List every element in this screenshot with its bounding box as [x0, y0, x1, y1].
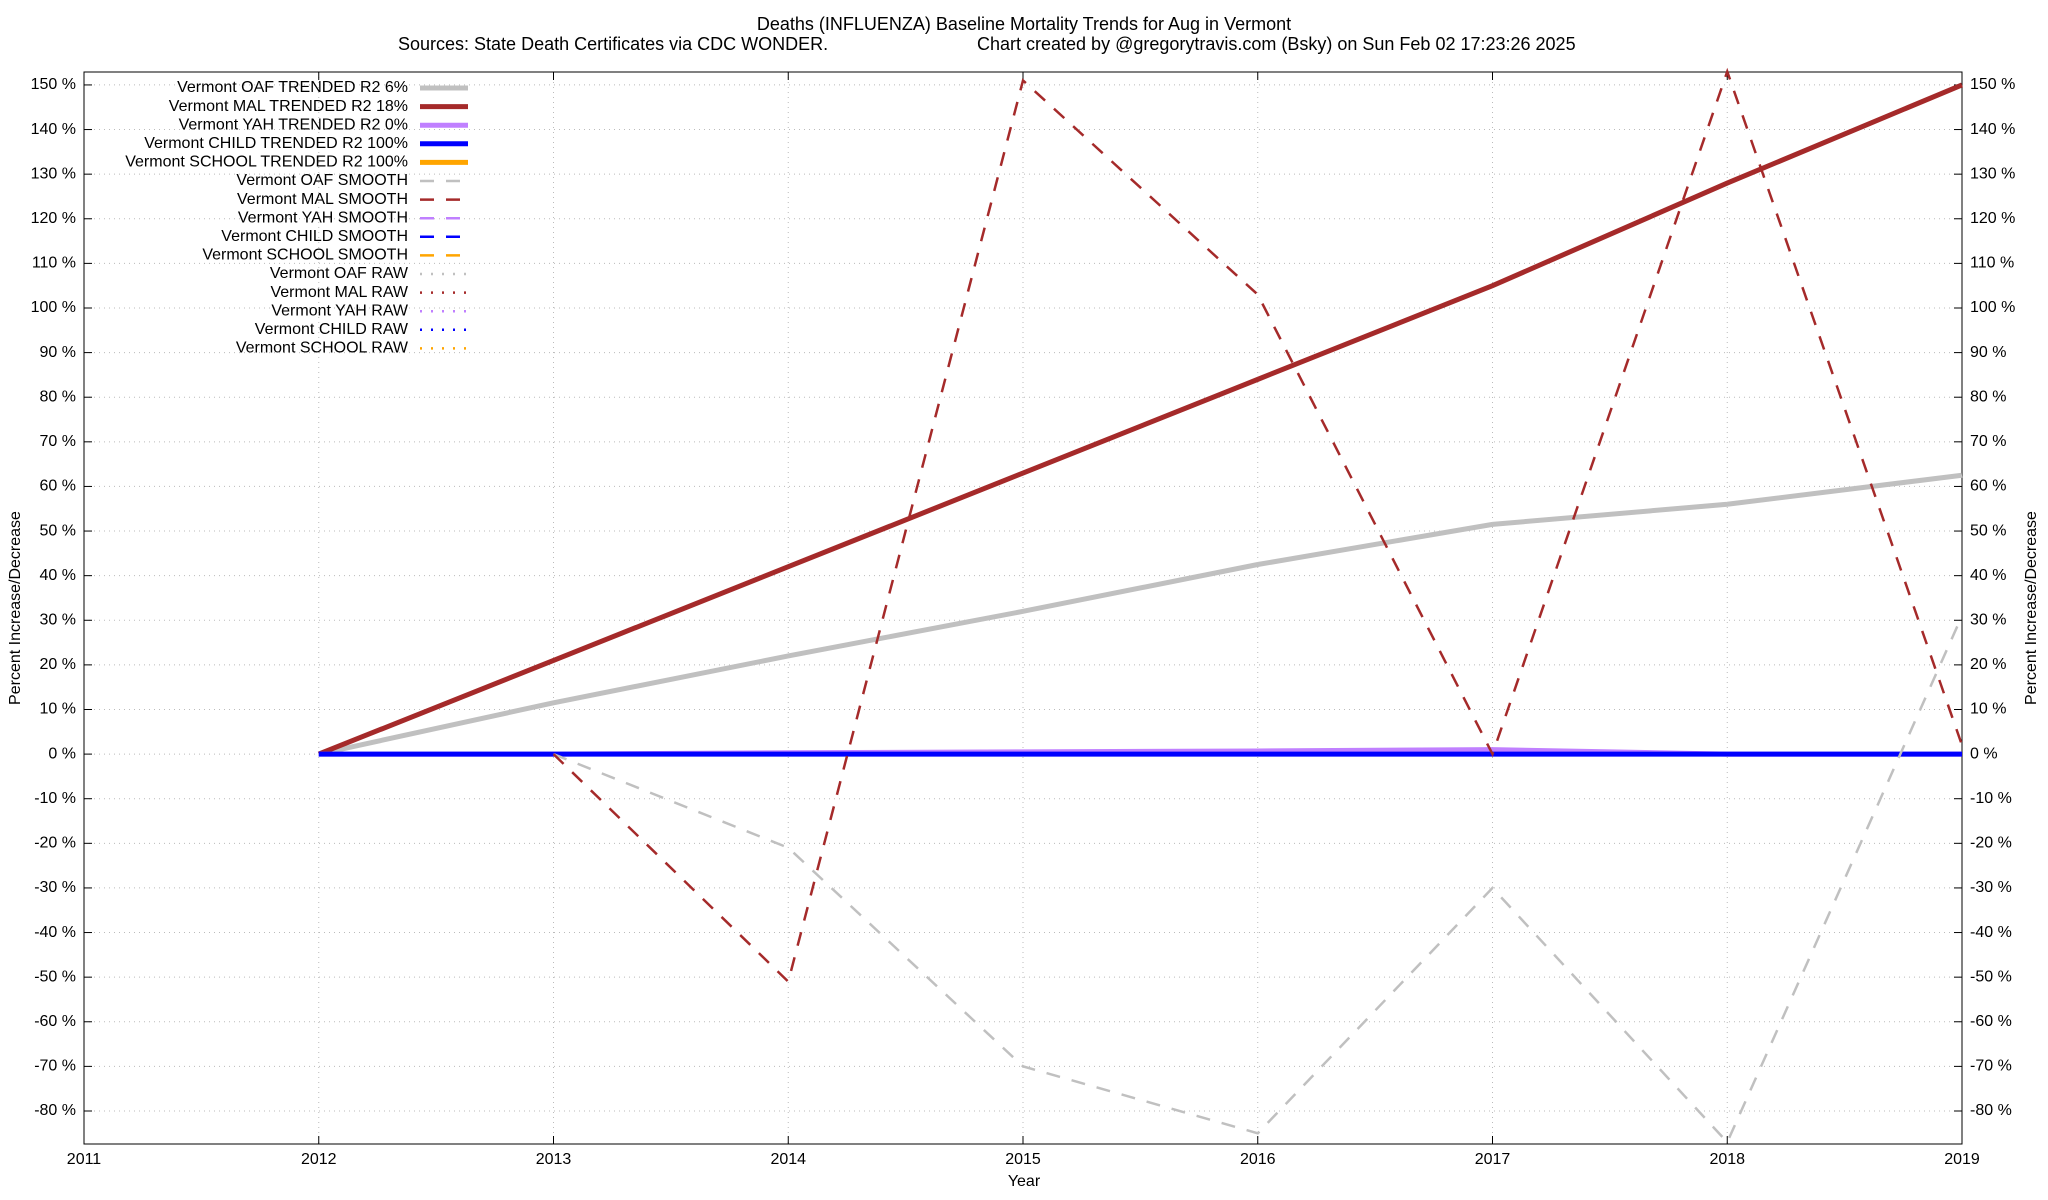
x-tick-label: 2017 — [1475, 1151, 1511, 1168]
y2-tick-label: 50 % — [1970, 522, 2006, 539]
series-line — [318, 472, 1963, 757]
y2-tick-label: -50 % — [1970, 968, 2012, 985]
y2-tick-label: 140 % — [1970, 121, 2015, 138]
legend-label: Vermont CHILD SMOOTH — [221, 228, 408, 245]
x-axis-label: Year — [1008, 1173, 1041, 1190]
y2-tick-label: -60 % — [1970, 1013, 2012, 1030]
y2-tick-label: 100 % — [1970, 299, 2015, 316]
x-tick-label: 2019 — [1944, 1151, 1980, 1168]
y-tick-label: -20 % — [34, 835, 76, 852]
plot-frame — [83, 71, 1963, 1145]
y2-tick-label: -10 % — [1970, 790, 2012, 807]
legend-label: Vermont OAF TRENDED R2 6% — [177, 79, 408, 96]
y-tick-label: -60 % — [34, 1013, 76, 1030]
legend-label: Vermont MAL SMOOTH — [237, 191, 408, 208]
y2-tick-label: -30 % — [1970, 879, 2012, 896]
y2-tick-label: 60 % — [1970, 478, 2006, 495]
y2-tick-label: 90 % — [1970, 344, 2006, 361]
y-tick-label: -50 % — [34, 968, 76, 985]
y2-tick-label: 30 % — [1970, 611, 2006, 628]
y2-tick-label: 130 % — [1970, 165, 2015, 182]
legend-label: Vermont SCHOOL SMOOTH — [202, 247, 408, 264]
y2-tick-label: -80 % — [1970, 1102, 2012, 1119]
y-tick-label: 40 % — [40, 567, 76, 584]
y-tick-label: 70 % — [40, 433, 76, 450]
y2-tick-label: 10 % — [1970, 701, 2006, 718]
y-tick-label: 0 % — [48, 745, 76, 762]
y2-tick-label: 70 % — [1970, 433, 2006, 450]
y-tick-label: 120 % — [31, 210, 76, 227]
x-tick-label: 2011 — [67, 1151, 102, 1168]
legend-label: Vermont SCHOOL TRENDED R2 100% — [125, 154, 408, 171]
y-tick-label: 80 % — [40, 388, 76, 405]
legend-label: Vermont SCHOOL RAW — [236, 340, 409, 357]
chart-subtitle: Sources: State Death Certificates via CD… — [398, 34, 828, 54]
y-tick-label: 140 % — [31, 121, 76, 138]
x-tick-label: 2012 — [301, 1151, 337, 1168]
legend-label: Vermont YAH SMOOTH — [238, 209, 408, 226]
y2-tick-label: 80 % — [1970, 388, 2006, 405]
y2-tick-label: -40 % — [1970, 924, 2012, 941]
legend-label: Vermont OAF SMOOTH — [236, 172, 408, 189]
legend-label: Vermont MAL RAW — [270, 284, 408, 301]
x-tick-label: 2015 — [1005, 1151, 1041, 1168]
y-tick-label: 150 % — [31, 76, 76, 93]
y-tick-label: 60 % — [40, 478, 76, 495]
series-line — [317, 82, 1963, 757]
y-tick-label: -40 % — [34, 924, 76, 941]
y2-tick-label: 150 % — [1970, 76, 2015, 93]
y2-axis-label: Percent Increase/Decrease — [2023, 511, 2040, 705]
y-tick-label: 90 % — [40, 344, 76, 361]
y-tick-label: -80 % — [34, 1102, 76, 1119]
series-line — [552, 67, 1964, 985]
legend-label: Vermont YAH RAW — [271, 302, 409, 319]
y-tick-label: -30 % — [34, 879, 76, 896]
y-tick-label: -70 % — [34, 1058, 76, 1075]
y2-tick-label: 40 % — [1970, 567, 2006, 584]
x-tick-label: 2018 — [1709, 1151, 1745, 1168]
legend-label: Vermont YAH TRENDED R2 0% — [179, 116, 408, 133]
y-tick-label: -10 % — [34, 790, 76, 807]
chart-credit: Chart created by @gregorytravis.com (Bsk… — [977, 34, 1576, 54]
y-tick-label: 100 % — [31, 299, 76, 316]
legend-label: Vermont CHILD RAW — [255, 321, 409, 338]
y2-tick-label: -70 % — [1970, 1058, 2012, 1075]
y-tick-label: 20 % — [40, 656, 76, 673]
x-tick-label: 2016 — [1240, 1151, 1276, 1168]
y-tick-label: 110 % — [32, 255, 76, 272]
legend-label: Vermont OAF RAW — [270, 265, 409, 282]
y-tick-label: 30 % — [40, 611, 76, 628]
y2-tick-label: -20 % — [1970, 835, 2012, 852]
legend-label: Vermont CHILD TRENDED R2 100% — [144, 135, 408, 152]
y-axis-label: Percent Increase/Decrease — [7, 511, 24, 705]
chart-title: Deaths (INFLUENZA) Baseline Mortality Tr… — [757, 14, 1291, 34]
y2-tick-label: 120 % — [1970, 210, 2015, 227]
x-tick-label: 2013 — [536, 1151, 572, 1168]
x-tick-label: 2014 — [770, 1151, 806, 1168]
y2-tick-label: 20 % — [1970, 656, 2006, 673]
series-line — [553, 615, 1964, 1145]
legend-label: Vermont MAL TRENDED R2 18% — [169, 98, 408, 115]
y2-tick-label: 0 % — [1970, 745, 1998, 762]
y-tick-label: 130 % — [31, 165, 76, 182]
y2-tick-label: 110 % — [1970, 255, 2014, 272]
y-tick-label: 10 % — [40, 701, 76, 718]
y-tick-label: 50 % — [40, 522, 76, 539]
